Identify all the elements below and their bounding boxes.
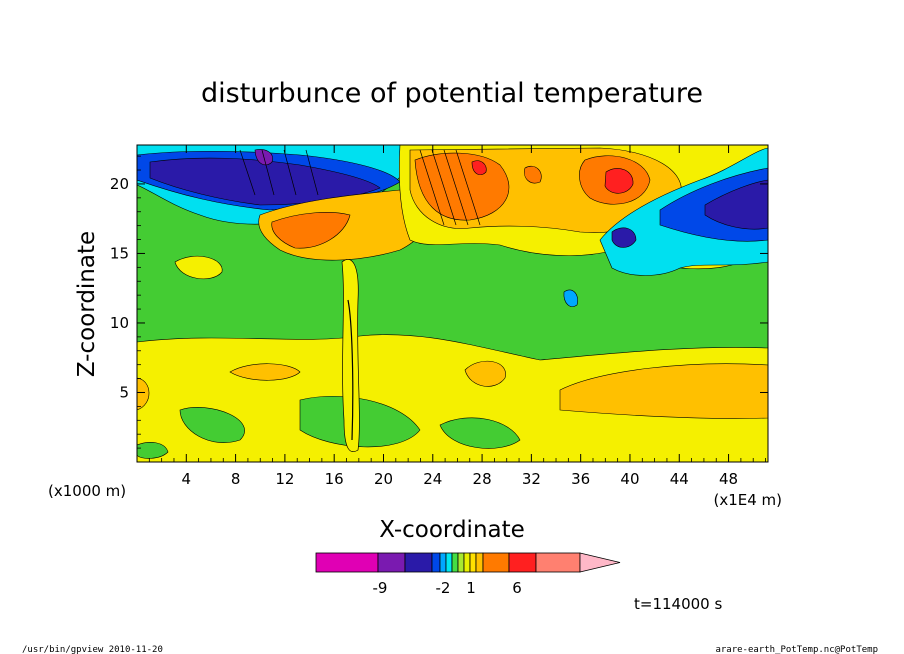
contour-patch-orange-small <box>524 165 542 184</box>
x-unit-left: (x1000 m) <box>48 482 126 500</box>
contour-positive-band-low <box>137 334 768 462</box>
contour-patch-cool-bottom-1 <box>179 407 245 443</box>
contour-patch-cool-bottom-2 <box>299 395 421 448</box>
x-tick-label: 20 <box>374 470 393 488</box>
plot-frame <box>136 144 769 463</box>
contour-patch-red-max <box>604 168 634 194</box>
x-unit-right: (x1E4 m) <box>713 491 782 509</box>
colorbar-tick-label: 6 <box>512 579 522 597</box>
footer-note-left: /usr/bin/gpview 2010-11-20 <box>22 645 163 654</box>
colorbar-segment <box>482 552 510 573</box>
x-tick-label: 28 <box>473 470 492 488</box>
contour-patch-navy-right-small <box>611 227 637 248</box>
footer-note-right: arare-earth_PotTemp.nc@PotTemp <box>715 645 878 654</box>
colorbar-segment <box>431 552 441 573</box>
chart-title: disturbunce of potential temperature <box>201 78 703 109</box>
contour-wave-streaks <box>239 149 481 226</box>
contour-patch-warm-mid <box>464 360 506 387</box>
colorbar-extend-arrow <box>579 552 621 573</box>
contour-patch-cool-bottom-4 <box>137 442 169 459</box>
x-tick-label: 48 <box>719 470 738 488</box>
x-tick-label: 12 <box>275 470 294 488</box>
contour-patch-cool-bottom-3 <box>439 417 521 449</box>
colorbar-segment <box>535 552 581 573</box>
colorbar-segment <box>508 552 537 573</box>
colorbar-segment <box>469 552 477 573</box>
contour-patch-red-small <box>471 160 487 175</box>
x-tick-label: 36 <box>571 470 590 488</box>
x-tick-label: 24 <box>423 470 442 488</box>
contour-column-core <box>347 299 354 441</box>
x-axis: 4 8 12 16 20 24 28 32 36 40 44 48 <box>148 145 766 488</box>
colorbar-segment <box>457 552 465 573</box>
y-tick-label: 5 <box>119 383 129 401</box>
x-tick-label: 40 <box>620 470 639 488</box>
contour-patch-warm-mid-left <box>174 255 223 280</box>
plot-area <box>137 145 768 462</box>
contour-band-navy-upper-left <box>149 157 381 206</box>
x-tick-label: 16 <box>325 470 344 488</box>
y-tick-label: 15 <box>110 244 129 262</box>
contour-column-mixing <box>341 259 360 452</box>
colorbar-segment <box>445 552 453 573</box>
x-tick-label: 4 <box>182 470 192 488</box>
x-axis-label: X-coordinate <box>379 517 525 543</box>
colorbar-tick-label: 1 <box>466 579 476 597</box>
x-tick-label: 44 <box>670 470 689 488</box>
contour-patch-cyan-small <box>563 289 578 307</box>
colorbar-segment <box>451 552 459 573</box>
colorbar-segment <box>315 552 379 573</box>
y-axis: 5 10 15 20 <box>110 155 768 449</box>
colorbar-segment <box>439 552 447 573</box>
colorbar: -9 -2 1 6 <box>315 552 621 597</box>
y-tick-label: 20 <box>110 175 129 193</box>
contour-patch-warm-lower-left <box>229 363 301 381</box>
contour-patch-warm-lower-right <box>559 363 768 419</box>
time-label: t=114000 s <box>634 595 722 613</box>
colorbar-segment <box>404 552 433 573</box>
colorbar-segment <box>475 552 484 573</box>
x-tick-label: 8 <box>231 470 241 488</box>
y-tick-label: 10 <box>110 314 129 332</box>
contour-band-orange-upper-mid <box>271 212 351 249</box>
colorbar-tick-label: -2 <box>436 579 451 597</box>
y-axis-label: Z-coordinate <box>74 231 100 377</box>
colorbar-segment <box>377 552 406 573</box>
contour-band-navy-right <box>704 179 768 230</box>
x-tick-label: 32 <box>522 470 541 488</box>
colorbar-segment <box>463 552 471 573</box>
colorbar-tick-label: -9 <box>373 579 388 597</box>
